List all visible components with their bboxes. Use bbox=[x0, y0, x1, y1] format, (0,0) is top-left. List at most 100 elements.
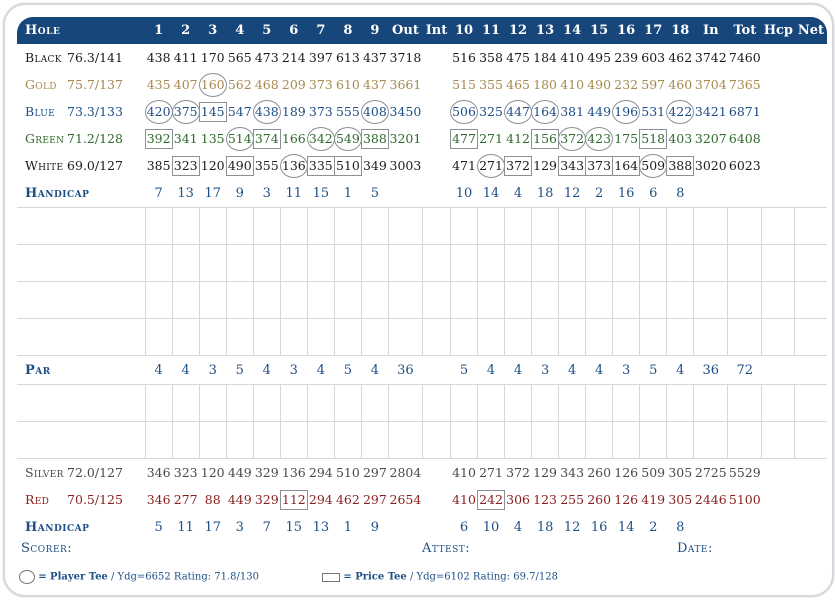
score-cell[interactable] bbox=[794, 421, 827, 459]
score-cell[interactable] bbox=[334, 207, 362, 245]
score-cell[interactable] bbox=[761, 281, 796, 319]
player-name-cell[interactable] bbox=[17, 207, 146, 245]
score-cell[interactable] bbox=[531, 384, 560, 422]
score-cell[interactable] bbox=[422, 281, 451, 319]
score-cell[interactable] bbox=[693, 207, 729, 245]
score-cell[interactable] bbox=[280, 421, 308, 459]
score-entry-row[interactable] bbox=[17, 244, 827, 282]
score-cell[interactable] bbox=[307, 244, 335, 282]
score-cell[interactable] bbox=[253, 281, 281, 319]
player-name-cell[interactable] bbox=[17, 244, 146, 282]
score-cell[interactable] bbox=[558, 281, 587, 319]
score-cell[interactable] bbox=[504, 207, 533, 245]
score-cell[interactable] bbox=[639, 318, 668, 356]
score-cell[interactable] bbox=[280, 207, 308, 245]
score-cell[interactable] bbox=[388, 244, 423, 282]
score-cell[interactable] bbox=[422, 421, 451, 459]
score-cell[interactable] bbox=[794, 384, 827, 422]
score-cell[interactable] bbox=[558, 244, 587, 282]
score-cell[interactable] bbox=[477, 244, 506, 282]
score-cell[interactable] bbox=[172, 318, 200, 356]
player-name-cell[interactable] bbox=[17, 421, 146, 459]
score-cell[interactable] bbox=[361, 207, 389, 245]
score-cell[interactable] bbox=[172, 244, 200, 282]
score-cell[interactable] bbox=[145, 244, 173, 282]
score-cell[interactable] bbox=[727, 384, 763, 422]
score-cell[interactable] bbox=[253, 207, 281, 245]
score-cell[interactable] bbox=[531, 244, 560, 282]
score-cell[interactable] bbox=[253, 384, 281, 422]
score-cell[interactable] bbox=[504, 244, 533, 282]
score-cell[interactable] bbox=[361, 318, 389, 356]
score-entry-row[interactable] bbox=[17, 281, 827, 319]
score-cell[interactable] bbox=[612, 244, 641, 282]
score-cell[interactable] bbox=[145, 318, 173, 356]
score-cell[interactable] bbox=[693, 318, 729, 356]
score-cell[interactable] bbox=[504, 318, 533, 356]
score-cell[interactable] bbox=[666, 244, 695, 282]
score-cell[interactable] bbox=[761, 207, 796, 245]
score-cell[interactable] bbox=[422, 318, 451, 356]
score-cell[interactable] bbox=[280, 281, 308, 319]
score-cell[interactable] bbox=[307, 207, 335, 245]
score-cell[interactable] bbox=[504, 384, 533, 422]
score-cell[interactable] bbox=[199, 421, 227, 459]
score-cell[interactable] bbox=[199, 318, 227, 356]
player-name-cell[interactable] bbox=[17, 281, 146, 319]
score-cell[interactable] bbox=[727, 244, 763, 282]
score-cell[interactable] bbox=[585, 421, 614, 459]
score-cell[interactable] bbox=[388, 207, 423, 245]
score-cell[interactable] bbox=[585, 244, 614, 282]
player-name-cell[interactable] bbox=[17, 384, 146, 422]
score-cell[interactable] bbox=[477, 318, 506, 356]
score-cell[interactable] bbox=[477, 207, 506, 245]
score-cell[interactable] bbox=[361, 244, 389, 282]
score-cell[interactable] bbox=[531, 207, 560, 245]
score-cell[interactable] bbox=[612, 384, 641, 422]
player-name-cell[interactable] bbox=[17, 318, 146, 356]
score-cell[interactable] bbox=[307, 384, 335, 422]
score-cell[interactable] bbox=[585, 281, 614, 319]
score-entry-row[interactable] bbox=[17, 318, 827, 356]
score-cell[interactable] bbox=[226, 384, 254, 422]
score-cell[interactable] bbox=[612, 318, 641, 356]
score-cell[interactable] bbox=[666, 384, 695, 422]
score-entry-row[interactable] bbox=[17, 207, 827, 245]
score-cell[interactable] bbox=[226, 207, 254, 245]
score-cell[interactable] bbox=[794, 281, 827, 319]
score-cell[interactable] bbox=[666, 318, 695, 356]
score-cell[interactable] bbox=[172, 281, 200, 319]
score-cell[interactable] bbox=[504, 421, 533, 459]
score-cell[interactable] bbox=[585, 318, 614, 356]
score-cell[interactable] bbox=[477, 421, 506, 459]
score-cell[interactable] bbox=[761, 244, 796, 282]
score-cell[interactable] bbox=[531, 318, 560, 356]
score-cell[interactable] bbox=[388, 384, 423, 422]
score-cell[interactable] bbox=[693, 281, 729, 319]
score-cell[interactable] bbox=[477, 281, 506, 319]
score-cell[interactable] bbox=[226, 281, 254, 319]
score-cell[interactable] bbox=[585, 207, 614, 245]
score-cell[interactable] bbox=[145, 384, 173, 422]
score-cell[interactable] bbox=[172, 207, 200, 245]
score-cell[interactable] bbox=[693, 384, 729, 422]
score-cell[interactable] bbox=[199, 384, 227, 422]
score-cell[interactable] bbox=[612, 421, 641, 459]
score-cell[interactable] bbox=[639, 244, 668, 282]
score-cell[interactable] bbox=[666, 421, 695, 459]
score-cell[interactable] bbox=[280, 384, 308, 422]
score-cell[interactable] bbox=[612, 207, 641, 245]
score-cell[interactable] bbox=[253, 318, 281, 356]
score-cell[interactable] bbox=[226, 244, 254, 282]
score-entry-row[interactable] bbox=[17, 421, 827, 459]
score-cell[interactable] bbox=[639, 281, 668, 319]
score-cell[interactable] bbox=[727, 281, 763, 319]
score-cell[interactable] bbox=[585, 384, 614, 422]
score-cell[interactable] bbox=[761, 421, 796, 459]
score-cell[interactable] bbox=[727, 421, 763, 459]
score-cell[interactable] bbox=[422, 207, 451, 245]
score-cell[interactable] bbox=[226, 318, 254, 356]
score-cell[interactable] bbox=[727, 318, 763, 356]
score-cell[interactable] bbox=[450, 207, 479, 245]
score-cell[interactable] bbox=[794, 318, 827, 356]
